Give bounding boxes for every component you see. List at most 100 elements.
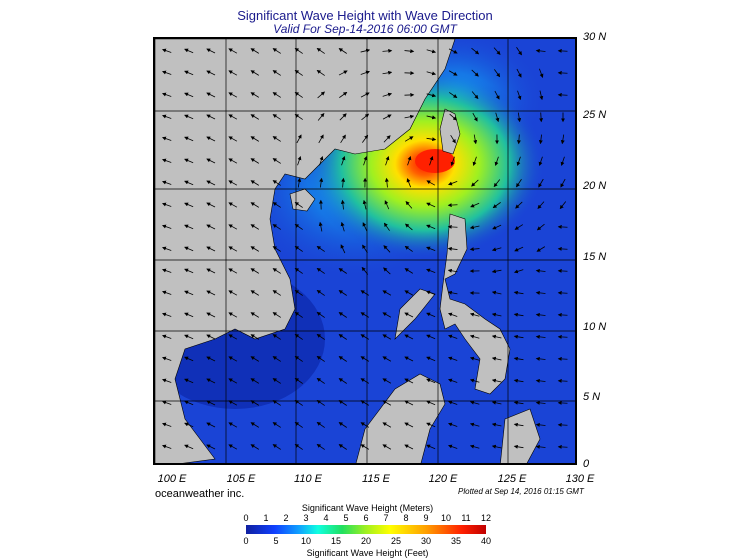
wave-direction-arrow [469,334,480,339]
wave-direction-arrow [471,47,480,55]
wave-direction-arrow [557,48,568,53]
wave-direction-arrow [340,221,345,232]
wave-direction-arrow [426,180,436,186]
wave-direction-arrow [272,114,281,120]
wave-direction-arrow [448,422,458,427]
wave-direction-arrow [228,246,238,252]
wave-direction-arrow [316,48,325,54]
wave-direction-arrow [404,223,413,231]
wave-direction-arrow [404,290,414,296]
wave-direction-arrow [206,290,216,296]
wave-direction-arrow [161,48,172,53]
wave-direction-arrow [250,400,260,406]
wave-direction-arrow [316,378,325,384]
legend-tick: 10 [440,513,452,523]
wave-direction-arrow [228,136,238,142]
wave-direction-arrow [385,155,390,166]
wave-direction-arrow [250,246,260,252]
wave-direction-arrow [228,356,238,362]
wave-direction-arrow [448,334,458,339]
wave-direction-arrow [516,68,522,78]
wave-direction-arrow [469,444,480,449]
wave-direction-arrow [161,224,172,229]
wave-direction-arrow [426,268,436,273]
wave-direction-arrow [272,224,281,230]
legend-tick: 10 [300,536,312,546]
legend-feet-title: Significant Wave Height (Feet) [306,548,429,558]
wave-direction-arrow [206,422,216,428]
wave-direction-arrow [297,155,302,166]
wave-direction-arrow [450,134,456,144]
map-title: Significant Wave Height with Wave Direct… [237,8,493,23]
wave-direction-arrow [515,201,523,209]
wave-direction-arrow [184,378,194,384]
wave-direction-arrow [184,224,194,230]
legend-tick: 0 [243,513,249,523]
wave-direction-arrow [536,246,546,252]
wave-direction-arrow [184,48,194,54]
legend-tick: 1 [263,513,269,523]
wave-direction-arrow [472,112,478,122]
wave-direction-arrow [536,223,545,231]
wave-direction-arrow [161,290,172,295]
wave-direction-arrow [426,400,436,406]
wave-direction-arrow [492,202,501,209]
wave-direction-arrow [557,422,568,427]
wave-direction-arrow [272,268,281,274]
wave-direction-arrow [513,444,524,449]
wave-direction-arrow [294,202,303,208]
wave-direction-arrow [447,246,458,251]
legend-tick: 30 [420,536,432,546]
wave-direction-arrow [404,49,415,54]
wave-direction-arrow [206,400,216,406]
wave-direction-arrow [384,200,390,210]
wave-direction-arrow [206,378,216,384]
wave-direction-arrow [206,444,216,450]
wave-direction-arrow [272,290,281,296]
wave-direction-arrow [426,444,436,450]
wave-direction-arrow [362,222,368,232]
wave-direction-arrow [560,156,565,167]
wave-direction-arrow [294,224,303,230]
wave-direction-arrow [448,181,458,186]
wave-direction-arrow [491,378,502,383]
wave-direction-arrow [228,114,238,120]
wave-direction-arrow [492,224,502,230]
lon-label-115: 115 E [362,473,390,485]
wave-direction-arrow [382,334,392,340]
legend-tick: 5 [273,536,279,546]
wave-direction-arrow [272,312,281,318]
wave-direction-arrow [557,400,568,405]
wave-direction-arrow [294,92,303,98]
wave-direction-arrow [206,202,216,208]
wave-direction-arrow [535,268,546,273]
wave-direction-arrow [557,246,568,251]
wave-direction-arrow [469,247,480,252]
wave-direction-arrow [426,246,436,252]
wave-direction-arrow [404,400,414,406]
map-subtitle: Valid For Sep-14-2016 06:00 GMT [273,22,457,36]
wave-direction-arrow [296,134,302,144]
lon-label-130: 130 E [565,473,595,485]
wave-direction-arrow [557,70,568,75]
wave-direction-arrow [228,400,238,406]
wave-direction-arrow [514,246,524,252]
wave-direction-arrow [448,48,458,54]
wave-direction-arrow [294,444,303,450]
wave-direction-arrow [272,356,281,362]
wave-direction-arrow [272,334,281,340]
wave-direction-arrow [382,92,393,97]
wave-direction-arrow [206,334,216,340]
wave-direction-arrow [316,334,325,340]
wave-direction-arrow [407,155,412,166]
wave-direction-arrow [272,378,281,384]
wave-direction-arrow [514,224,523,230]
wave-direction-arrow [491,290,502,295]
wave-direction-arrow [404,334,414,340]
wave-direction-arrow [184,444,194,450]
wave-direction-arrow [184,70,194,76]
wave-direction-arrow [316,356,325,362]
wave-direction-arrow [338,334,347,340]
wave-direction-arrow [338,444,347,450]
wave-direction-arrow [494,90,500,100]
